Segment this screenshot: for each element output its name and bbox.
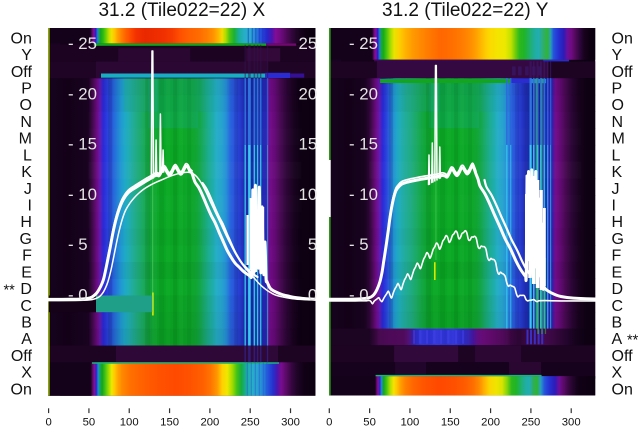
svg-text:F: F <box>22 248 32 265</box>
svg-text:100: 100 <box>120 416 139 428</box>
svg-text:300: 300 <box>281 416 300 428</box>
svg-text:0: 0 <box>308 285 317 304</box>
svg-text:Off: Off <box>612 348 634 365</box>
svg-text:P: P <box>612 81 623 98</box>
svg-text:- 20: - 20 <box>68 84 97 103</box>
svg-text:20: 20 <box>299 84 318 103</box>
svg-text:N: N <box>20 114 32 131</box>
svg-text:- 10: - 10 <box>349 185 378 204</box>
svg-text:J: J <box>24 181 32 198</box>
svg-text:Y: Y <box>21 47 32 64</box>
svg-text:50: 50 <box>83 416 96 428</box>
svg-text:M: M <box>612 131 625 148</box>
svg-text:G: G <box>19 231 31 248</box>
svg-text:250: 250 <box>241 416 260 428</box>
svg-text:- 5: - 5 <box>68 235 88 254</box>
svg-text:L: L <box>612 147 621 164</box>
svg-text:D: D <box>612 281 624 298</box>
svg-text:- 15: - 15 <box>349 135 378 154</box>
svg-text:M: M <box>19 131 32 148</box>
svg-text:- 10: - 10 <box>68 185 97 204</box>
svg-text:H: H <box>20 214 32 231</box>
svg-text:I: I <box>612 198 616 215</box>
svg-text:150: 150 <box>441 416 460 428</box>
svg-text:0: 0 <box>45 416 51 428</box>
svg-text:B: B <box>612 315 623 332</box>
svg-text:A: A <box>612 331 623 348</box>
svg-text:- 0: - 0 <box>349 285 369 304</box>
svg-text:**: ** <box>627 332 639 348</box>
svg-text:- 0: - 0 <box>68 285 88 304</box>
svg-text:31.2 (Tile022=22) X: 31.2 (Tile022=22) X <box>98 0 265 21</box>
svg-text:100: 100 <box>400 416 419 428</box>
svg-text:C: C <box>20 298 32 315</box>
svg-text:L: L <box>23 147 32 164</box>
svg-text:200: 200 <box>200 416 219 428</box>
svg-text:I: I <box>27 198 31 215</box>
svg-text:**: ** <box>4 283 16 299</box>
svg-text:150: 150 <box>160 416 179 428</box>
svg-text:H: H <box>612 214 624 231</box>
svg-text:N: N <box>612 114 624 131</box>
svg-text:X: X <box>612 365 623 382</box>
svg-text:10: 10 <box>299 185 318 204</box>
svg-text:- 25: - 25 <box>349 34 378 53</box>
svg-text:J: J <box>612 181 620 198</box>
svg-text:F: F <box>612 248 622 265</box>
svg-text:300: 300 <box>562 416 581 428</box>
svg-text:250: 250 <box>521 416 540 428</box>
svg-text:E: E <box>21 264 32 281</box>
svg-text:O: O <box>19 97 31 114</box>
svg-text:- 25: - 25 <box>68 34 97 53</box>
svg-text:X: X <box>21 365 32 382</box>
svg-text:A: A <box>21 331 32 348</box>
svg-text:E: E <box>612 264 623 281</box>
svg-text:Off: Off <box>11 348 33 365</box>
svg-text:On: On <box>11 381 32 398</box>
svg-text:25: 25 <box>299 34 318 53</box>
svg-text:On: On <box>11 30 32 47</box>
svg-text:K: K <box>612 164 623 181</box>
svg-text:K: K <box>21 164 32 181</box>
svg-text:- 15: - 15 <box>68 135 97 154</box>
svg-text:200: 200 <box>481 416 500 428</box>
svg-text:P: P <box>21 81 32 98</box>
svg-text:B: B <box>21 315 32 332</box>
svg-text:G: G <box>612 231 624 248</box>
svg-text:- 5: - 5 <box>349 235 369 254</box>
svg-text:50: 50 <box>363 416 376 428</box>
svg-text:Off: Off <box>11 64 33 81</box>
svg-text:Off: Off <box>612 64 634 81</box>
svg-text:On: On <box>612 30 633 47</box>
svg-text:15: 15 <box>299 135 318 154</box>
svg-text:- 20: - 20 <box>349 84 378 103</box>
svg-text:0: 0 <box>326 416 332 428</box>
svg-text:Y: Y <box>612 47 623 64</box>
svg-text:On: On <box>612 381 633 398</box>
svg-text:5: 5 <box>308 235 317 254</box>
svg-text:C: C <box>612 298 624 315</box>
svg-text:D: D <box>20 281 32 298</box>
svg-text:O: O <box>612 97 624 114</box>
svg-text:31.2 (Tile022=22) Y: 31.2 (Tile022=22) Y <box>382 0 549 21</box>
